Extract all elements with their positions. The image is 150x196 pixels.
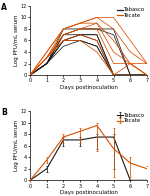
Tecate: [79, 22, 81, 24]
Tabasco: [79, 28, 81, 30]
Legend: Tabasco, Tecate: Tabasco, Tecate: [116, 7, 146, 19]
X-axis label: Days postinoculation: Days postinoculation: [60, 85, 117, 90]
Tabasco: [46, 62, 48, 65]
Tabasco: [146, 74, 148, 76]
Tecate: [113, 16, 114, 19]
Text: B: B: [1, 108, 6, 117]
Tecate: [63, 28, 64, 30]
Tecate: [46, 51, 48, 53]
Tabasco: [129, 74, 131, 76]
Y-axis label: Log PFU/mL serum: Log PFU/mL serum: [14, 120, 19, 172]
Tabasco: [96, 28, 98, 30]
X-axis label: Days postinoculation: Days postinoculation: [60, 190, 117, 195]
Tecate: [29, 74, 31, 76]
Legend: Tabasco, Tecate: Tabasco, Tecate: [116, 112, 146, 124]
Y-axis label: Log PFU/mL serum: Log PFU/mL serum: [14, 15, 19, 66]
Text: A: A: [1, 3, 7, 12]
Tabasco: [63, 28, 64, 30]
Tecate: [146, 62, 148, 65]
Line: Tabasco: Tabasco: [30, 29, 147, 75]
Tecate: [96, 16, 98, 19]
Tecate: [129, 39, 131, 42]
Tabasco: [113, 28, 114, 30]
Tabasco: [29, 74, 31, 76]
Line: Tecate: Tecate: [30, 17, 147, 75]
